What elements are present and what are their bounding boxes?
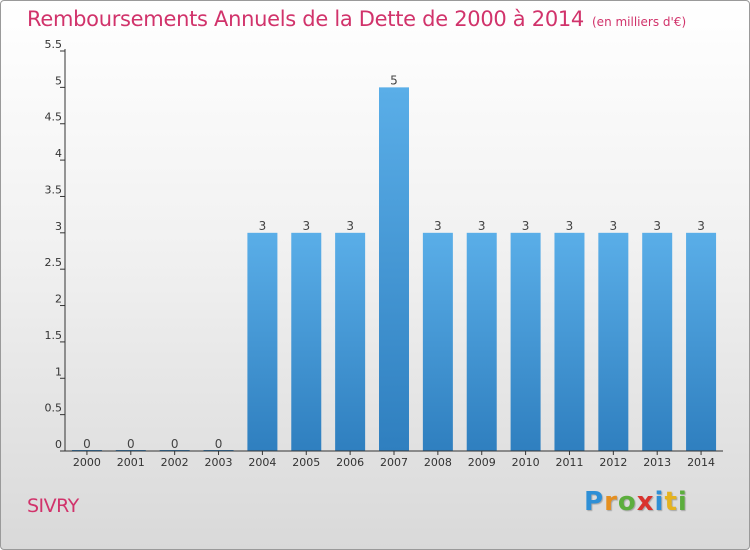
y-tick-label: 5 <box>55 74 62 87</box>
bar-2014 <box>686 232 717 451</box>
y-tick-label: 5.5 <box>45 38 63 51</box>
y-tick-label: 4.5 <box>45 111 63 124</box>
logo-letter: o <box>617 487 637 517</box>
x-tick-label: 2014 <box>687 456 715 469</box>
value-label: 3 <box>653 219 661 233</box>
x-tick-label: 2003 <box>205 456 233 469</box>
bar-2007 <box>379 87 409 451</box>
bar-2013 <box>642 232 673 451</box>
value-label: 3 <box>522 219 530 233</box>
bar-2009 <box>466 232 497 451</box>
x-tick-label: 2013 <box>643 456 671 469</box>
x-tick-label: 2010 <box>512 456 540 469</box>
x-tick-label: 2011 <box>555 456 583 469</box>
y-axis: 0 0.5 1 1.5 2 2.5 3 3.5 4 4.5 5 5.5 <box>45 38 66 452</box>
x-tick-label: 2012 <box>599 456 627 469</box>
y-tick-label: 3 <box>55 220 62 233</box>
chart-title-text: Remboursements Annuels de la Dette de 20… <box>27 7 584 31</box>
y-tick-label: 0.5 <box>45 402 63 415</box>
logo-letter: x <box>636 487 655 517</box>
value-label: 3 <box>566 219 574 233</box>
x-tick-label: 2007 <box>380 456 408 469</box>
logo-letter: r <box>604 487 618 517</box>
logo-letter: P <box>584 487 605 517</box>
value-label: 3 <box>697 219 705 233</box>
bars: 0 0 0 0 3 3 3 5 3 3 3 3 3 3 3 <box>71 73 717 451</box>
value-label: 0 <box>83 437 91 451</box>
bar-2008 <box>422 232 453 451</box>
y-tick-label: 1.5 <box>45 329 63 342</box>
value-label: 3 <box>259 219 267 233</box>
y-tick-label: 4 <box>55 147 62 160</box>
x-tick-label: 2009 <box>468 456 496 469</box>
y-tick-label: 1 <box>55 365 62 378</box>
logo-letter: i <box>677 487 688 517</box>
x-tick-label: 2002 <box>161 456 189 469</box>
value-label: 0 <box>171 437 179 451</box>
bar-2012 <box>598 232 629 451</box>
y-tick-label: 2 <box>55 293 62 306</box>
x-tick-label: 2001 <box>117 456 145 469</box>
commune-name: SIVRY <box>27 495 79 517</box>
x-tick-label: 2004 <box>248 456 276 469</box>
y-tick-label: 0 <box>55 438 62 451</box>
x-axis: 2000 2001 2002 2003 2004 2005 2006 2007 2008 2009… <box>65 450 723 469</box>
proxiti-logo: Proxiti <box>584 487 688 517</box>
logo-letter: i <box>654 487 665 517</box>
chart-unit-label: (en milliers d'€) <box>592 15 687 29</box>
value-label: 0 <box>127 437 135 451</box>
bar-2011 <box>554 232 585 451</box>
value-label: 3 <box>302 219 310 233</box>
x-tick-label: 2000 <box>73 456 101 469</box>
x-tick-label: 2005 <box>292 456 320 469</box>
value-label: 3 <box>434 219 442 233</box>
value-label: 5 <box>390 73 398 87</box>
x-tick-label: 2008 <box>424 456 452 469</box>
bar-2005 <box>291 232 322 451</box>
x-tick-label: 2006 <box>336 456 364 469</box>
logo-letter: t <box>664 487 678 517</box>
value-label: 3 <box>346 219 354 233</box>
y-tick-label: 3.5 <box>45 183 63 196</box>
bar-2004 <box>247 232 278 451</box>
chart-title: Remboursements Annuels de la Dette de 20… <box>27 7 686 31</box>
bar-2006 <box>335 232 366 451</box>
value-label: 0 <box>215 437 223 451</box>
y-tick-label: 2.5 <box>45 256 63 269</box>
bar-2010 <box>510 232 541 451</box>
value-label: 3 <box>478 219 486 233</box>
value-label: 3 <box>610 219 618 233</box>
